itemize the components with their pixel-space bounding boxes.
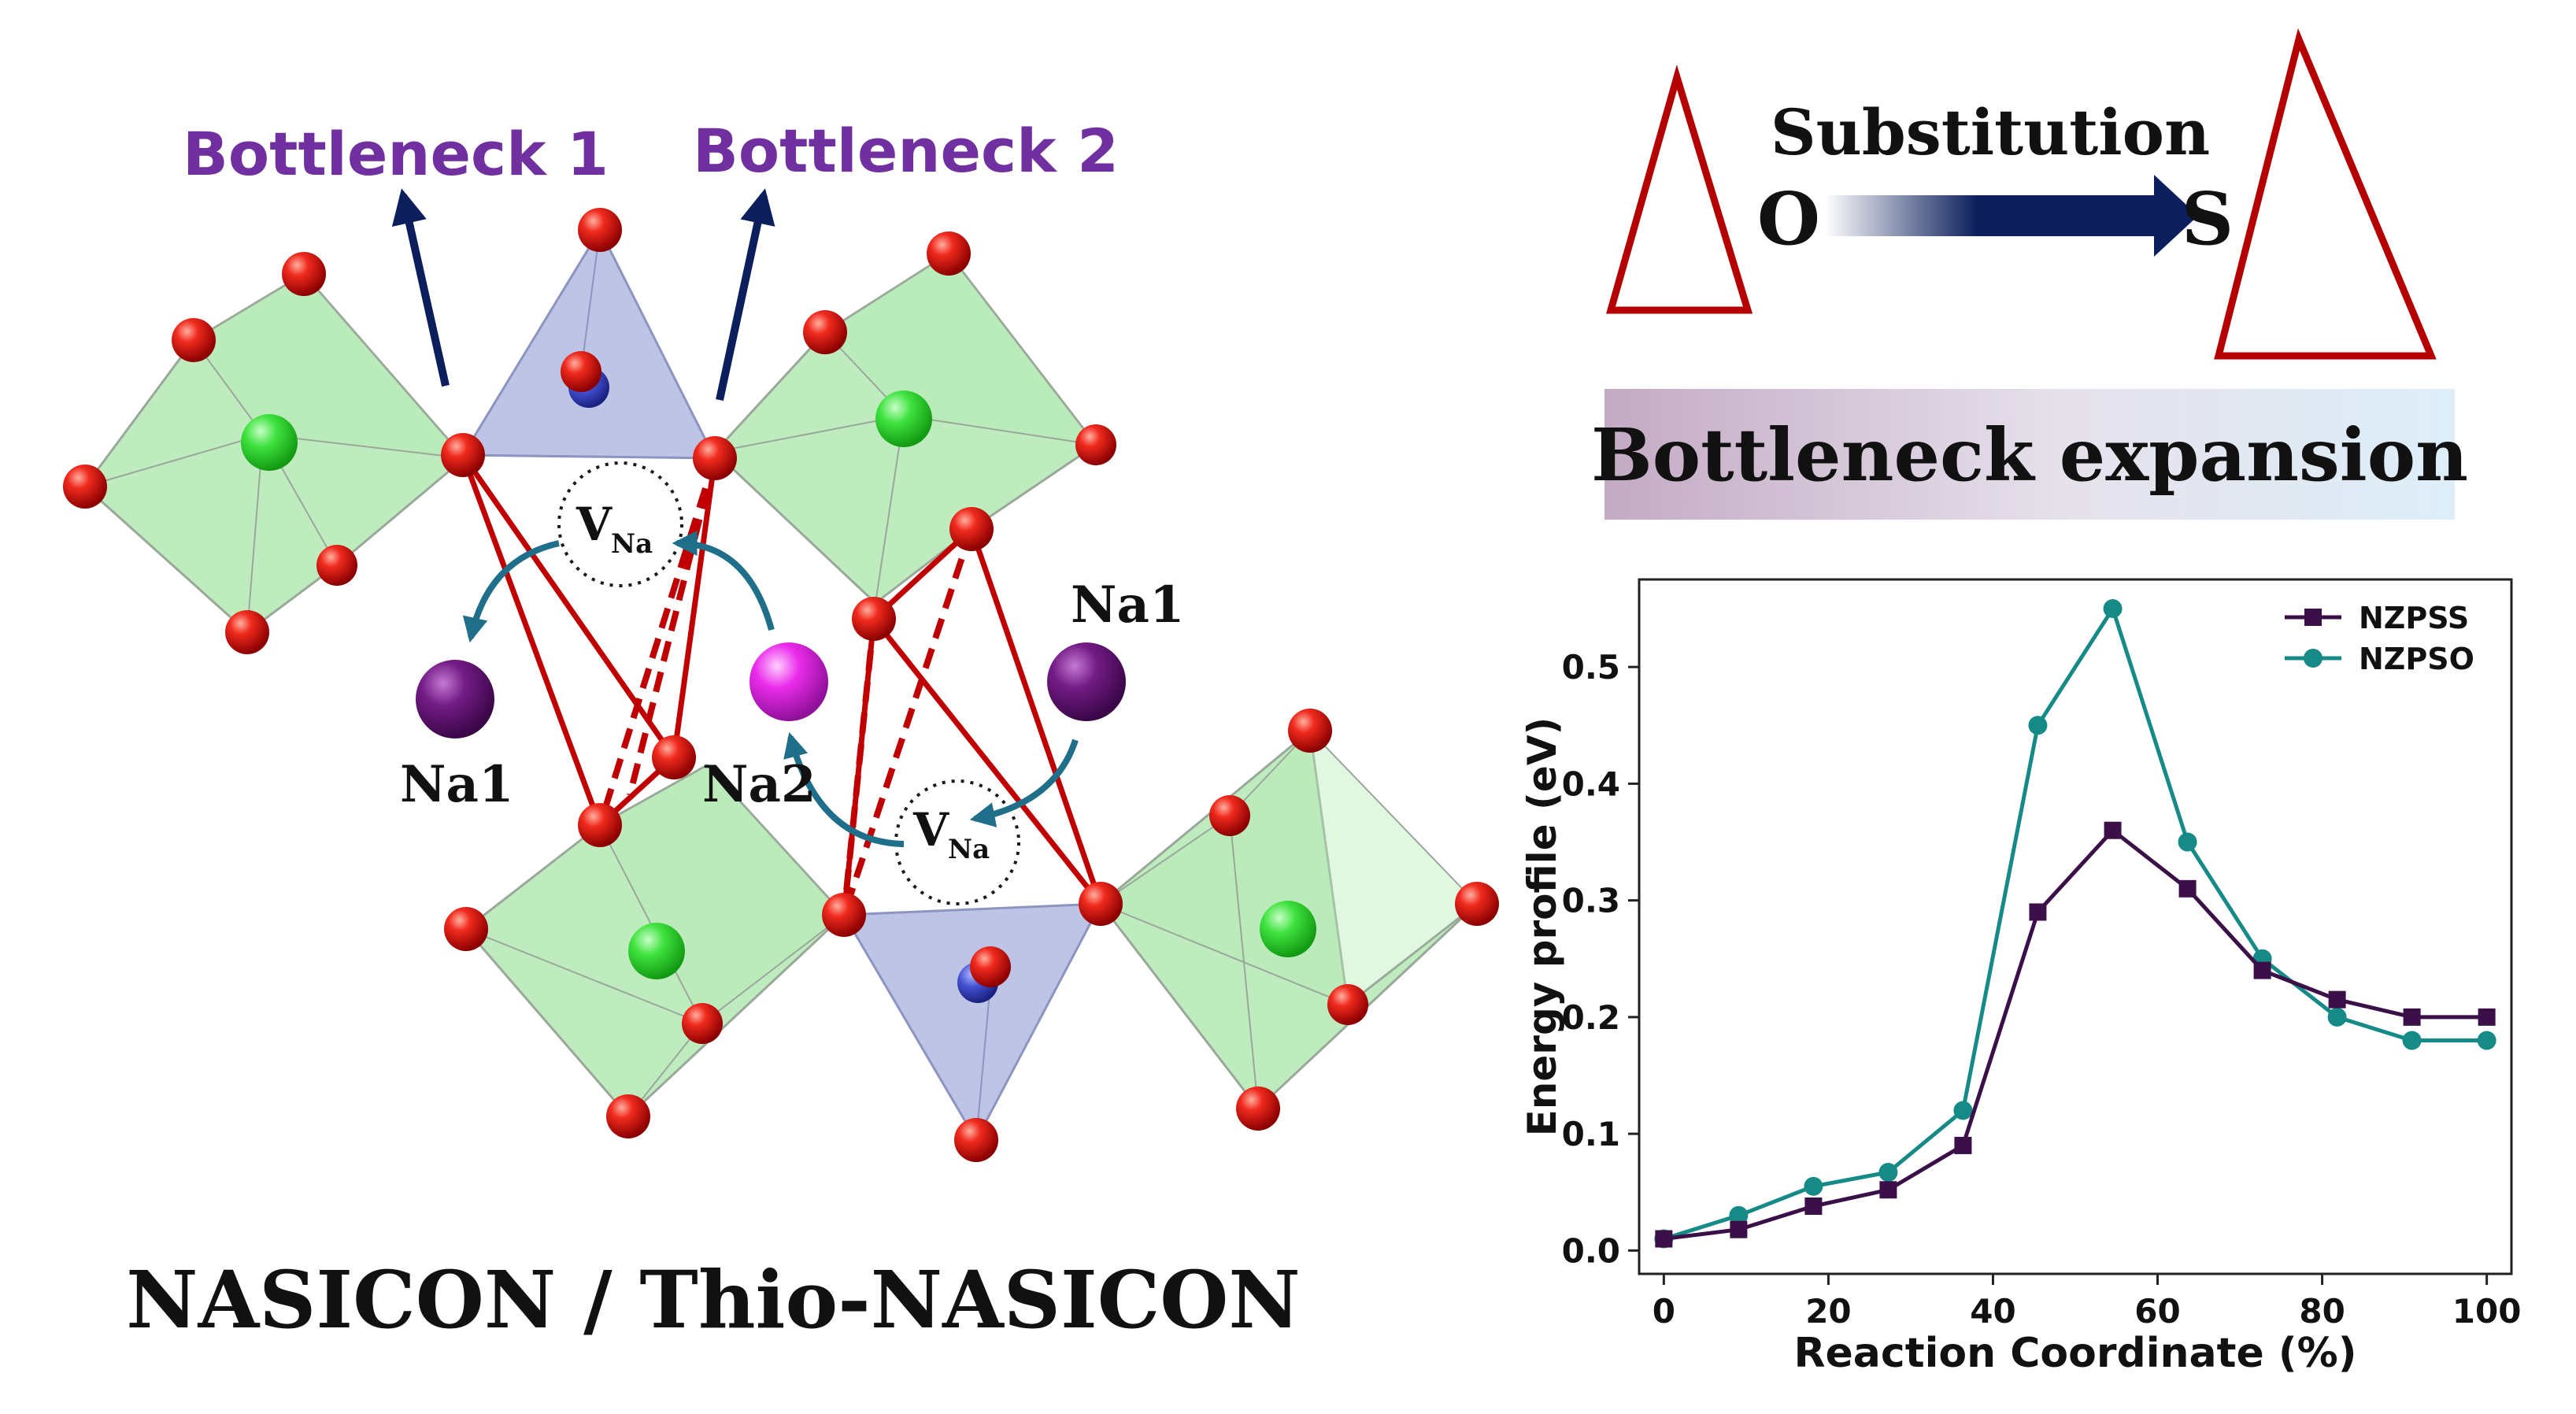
vacancy-circle-top [557, 461, 683, 587]
na2-atom [749, 642, 828, 721]
large-triangle [2214, 28, 2437, 360]
point-nzpss [2478, 1008, 2496, 1026]
point-nzpss [1655, 1230, 1673, 1248]
point-nzpss [1730, 1220, 1748, 1238]
substitution-arrow-head [2154, 175, 2198, 257]
vacancy-symbol: V [576, 498, 613, 551]
substitution-label: Substitution [1771, 95, 2210, 169]
y-tick-label: 0.2 [1562, 998, 1620, 1037]
x-tick-label: 60 [2134, 1292, 2180, 1331]
x-tick-label: 20 [1805, 1292, 1851, 1331]
migration-arrows [462, 531, 1079, 847]
legend-marker-nzpss [2304, 609, 2322, 626]
substitution-schematic: Substitution O S Bottleneck expansion [1591, 28, 2468, 520]
substitution-arrow-shaft [1825, 195, 2163, 236]
na1-label-left: Na1 [400, 755, 514, 814]
legend-label-nzpss: NZPSS [2359, 601, 2469, 635]
point-nzpso [2327, 1007, 2347, 1027]
x-tick-label: 80 [2299, 1292, 2345, 1331]
energy-profile-chart: 0 20 40 60 80 100 0.0 0.1 0.2 0.3 0.4 0.5 NZPSS NZP… [1519, 578, 2522, 1377]
series-line-nzpso [1663, 604, 2487, 1241]
vacancy-subscript: Na [611, 528, 653, 560]
zr-atom [628, 923, 685, 979]
point-nzpso [1729, 1205, 1749, 1225]
point-nzpss [2253, 961, 2271, 979]
na1-atom-right [1047, 642, 1126, 721]
point-nzpso [2477, 1031, 2496, 1050]
point-nzpso [1804, 1176, 1823, 1196]
bottleneck-1-arrow [391, 188, 450, 387]
point-nzpss [2403, 1008, 2421, 1026]
y-tick-label: 0.3 [1562, 882, 1620, 920]
point-nzpso [2178, 832, 2197, 852]
na1-label-right: Na1 [1071, 576, 1185, 635]
y-tick-label: 0.5 [1562, 648, 1620, 687]
point-nzpso [2103, 599, 2123, 619]
series-layer [1654, 599, 2496, 1249]
bottleneck-2-arrow [716, 188, 775, 402]
point-nzpso [1953, 1101, 1973, 1120]
plot-frame [1638, 578, 2513, 1275]
point-nzpss [1954, 1136, 1972, 1154]
crystal-structure: Bottleneck 1 Bottleneck 2 Na1 Na1 Na2 V … [63, 116, 1499, 1346]
bottleneck-expansion-banner [1604, 389, 2455, 520]
caption: NASICON / Thio-NASICON [126, 1253, 1301, 1346]
axis-ticks: 0 20 40 60 80 100 0.0 0.1 0.2 0.3 0.4 0.5 [1562, 648, 2522, 1331]
bottleneck-2-label: Bottleneck 2 [693, 116, 1119, 186]
zr-atom [241, 414, 298, 471]
na1-atom-left [416, 660, 494, 738]
bottleneck-1-label: Bottleneck 1 [183, 119, 609, 189]
substitution-from: O [1757, 176, 1820, 261]
y-tick-label: 0.4 [1562, 764, 1620, 803]
legend: NZPSS NZPSO [2285, 601, 2474, 676]
na2-label: Na2 [702, 755, 816, 814]
x-tick-label: 100 [2452, 1292, 2522, 1331]
bottleneck-expansion-text: Bottleneck expansion [1591, 413, 2468, 498]
point-nzpss [2029, 903, 2047, 921]
point-nzpss [2178, 879, 2197, 898]
bottleneck-dashed-bonds [597, 457, 975, 916]
x-tick-label: 40 [1970, 1292, 2015, 1331]
legend-marker-nzpso [2304, 649, 2322, 668]
y-tick-label: 0.0 [1562, 1231, 1620, 1270]
substitution-to: S [2182, 176, 2234, 261]
vacancy-circle-bottom [894, 779, 1020, 905]
vacancy-label-top: V Na [576, 498, 653, 560]
x-axis-label: Reaction Coordinate (%) [1793, 1330, 2356, 1377]
point-nzpss [2328, 990, 2346, 1009]
small-triangle [1606, 65, 1753, 314]
oxygen-atoms [63, 208, 1499, 1162]
point-nzpso [1878, 1163, 1898, 1183]
point-nzpss [2104, 821, 2122, 839]
point-nzpso [2402, 1031, 2422, 1050]
vacancy-subscript: Na [948, 834, 990, 865]
zr-atom [875, 391, 932, 447]
zr-atom [1260, 901, 1316, 957]
series-line-nzpss [1664, 827, 2487, 1241]
vacancy-label-bottom: V Na [912, 803, 990, 865]
po4-tetrahedron-bottom [842, 902, 1103, 1143]
po4-tetrahedron-top [461, 227, 717, 460]
point-nzpss [1879, 1181, 1897, 1199]
point-nzpss [1804, 1197, 1823, 1216]
y-tick-label: 0.1 [1562, 1115, 1620, 1153]
point-nzpso [2028, 716, 2048, 735]
y-axis-label: Energy profile (eV) [1519, 717, 1565, 1137]
x-tick-label: 0 [1653, 1292, 1675, 1331]
vacancy-symbol: V [912, 803, 949, 857]
legend-label-nzpso: NZPSO [2359, 642, 2474, 676]
